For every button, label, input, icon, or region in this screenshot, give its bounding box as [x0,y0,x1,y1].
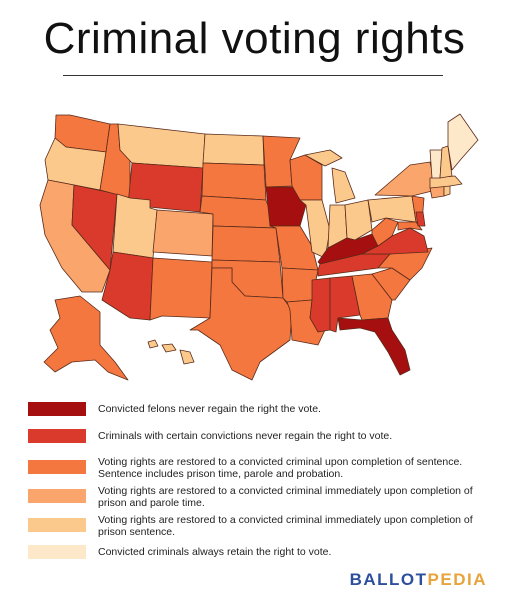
state-kansas [211,225,281,263]
state-hawaii-3 [179,349,195,365]
state-utah [112,193,158,259]
state-south-carolina [371,267,411,301]
state-new-york [374,161,437,197]
state-rhode-island [443,185,451,197]
state-montana [117,123,206,169]
legend-swatch [28,518,86,532]
legend-swatch [28,460,86,474]
state-delaware [415,211,426,227]
legend-swatch [28,429,86,443]
state-michigan-upper [304,149,343,167]
state-colorado [152,209,214,257]
state-ohio [344,199,373,241]
legend-label: Voting rights are restored to a convicte… [98,456,463,480]
state-mississippi [309,277,331,333]
state-north-dakota [202,133,265,166]
state-michigan [331,167,356,204]
state-south-dakota [201,162,267,201]
state-maine [447,113,479,171]
legend-label: Criminals with certain convictions never… [98,430,393,442]
legend-label: Voting rights are restored to a convicte… [98,514,473,538]
legend-label: Convicted felons never regain the right … [98,403,321,415]
page-title: Criminal voting rights [43,14,466,63]
us-map [39,113,479,381]
legend-swatch [28,489,86,503]
state-new-mexico [149,257,213,321]
ballotpedia-logo: BALLOTPEDIA [350,570,487,590]
title-divider [63,75,443,76]
legend-label: Convicted criminals always retain the ri… [98,546,332,558]
state-hawaii-1 [147,339,159,349]
logo-text-pedia: PEDIA [427,570,487,589]
legend-swatch [28,402,86,416]
state-pennsylvania [367,195,417,223]
legend-swatch [28,545,86,559]
logo-text-ballot: BALLOT [349,570,428,589]
legend-label: Voting rights are restored to a convicte… [98,485,473,509]
state-alaska [43,295,129,381]
state-maryland [397,221,423,231]
state-florida [337,317,411,376]
state-texas [189,267,293,381]
state-hawaii-2 [161,343,177,353]
